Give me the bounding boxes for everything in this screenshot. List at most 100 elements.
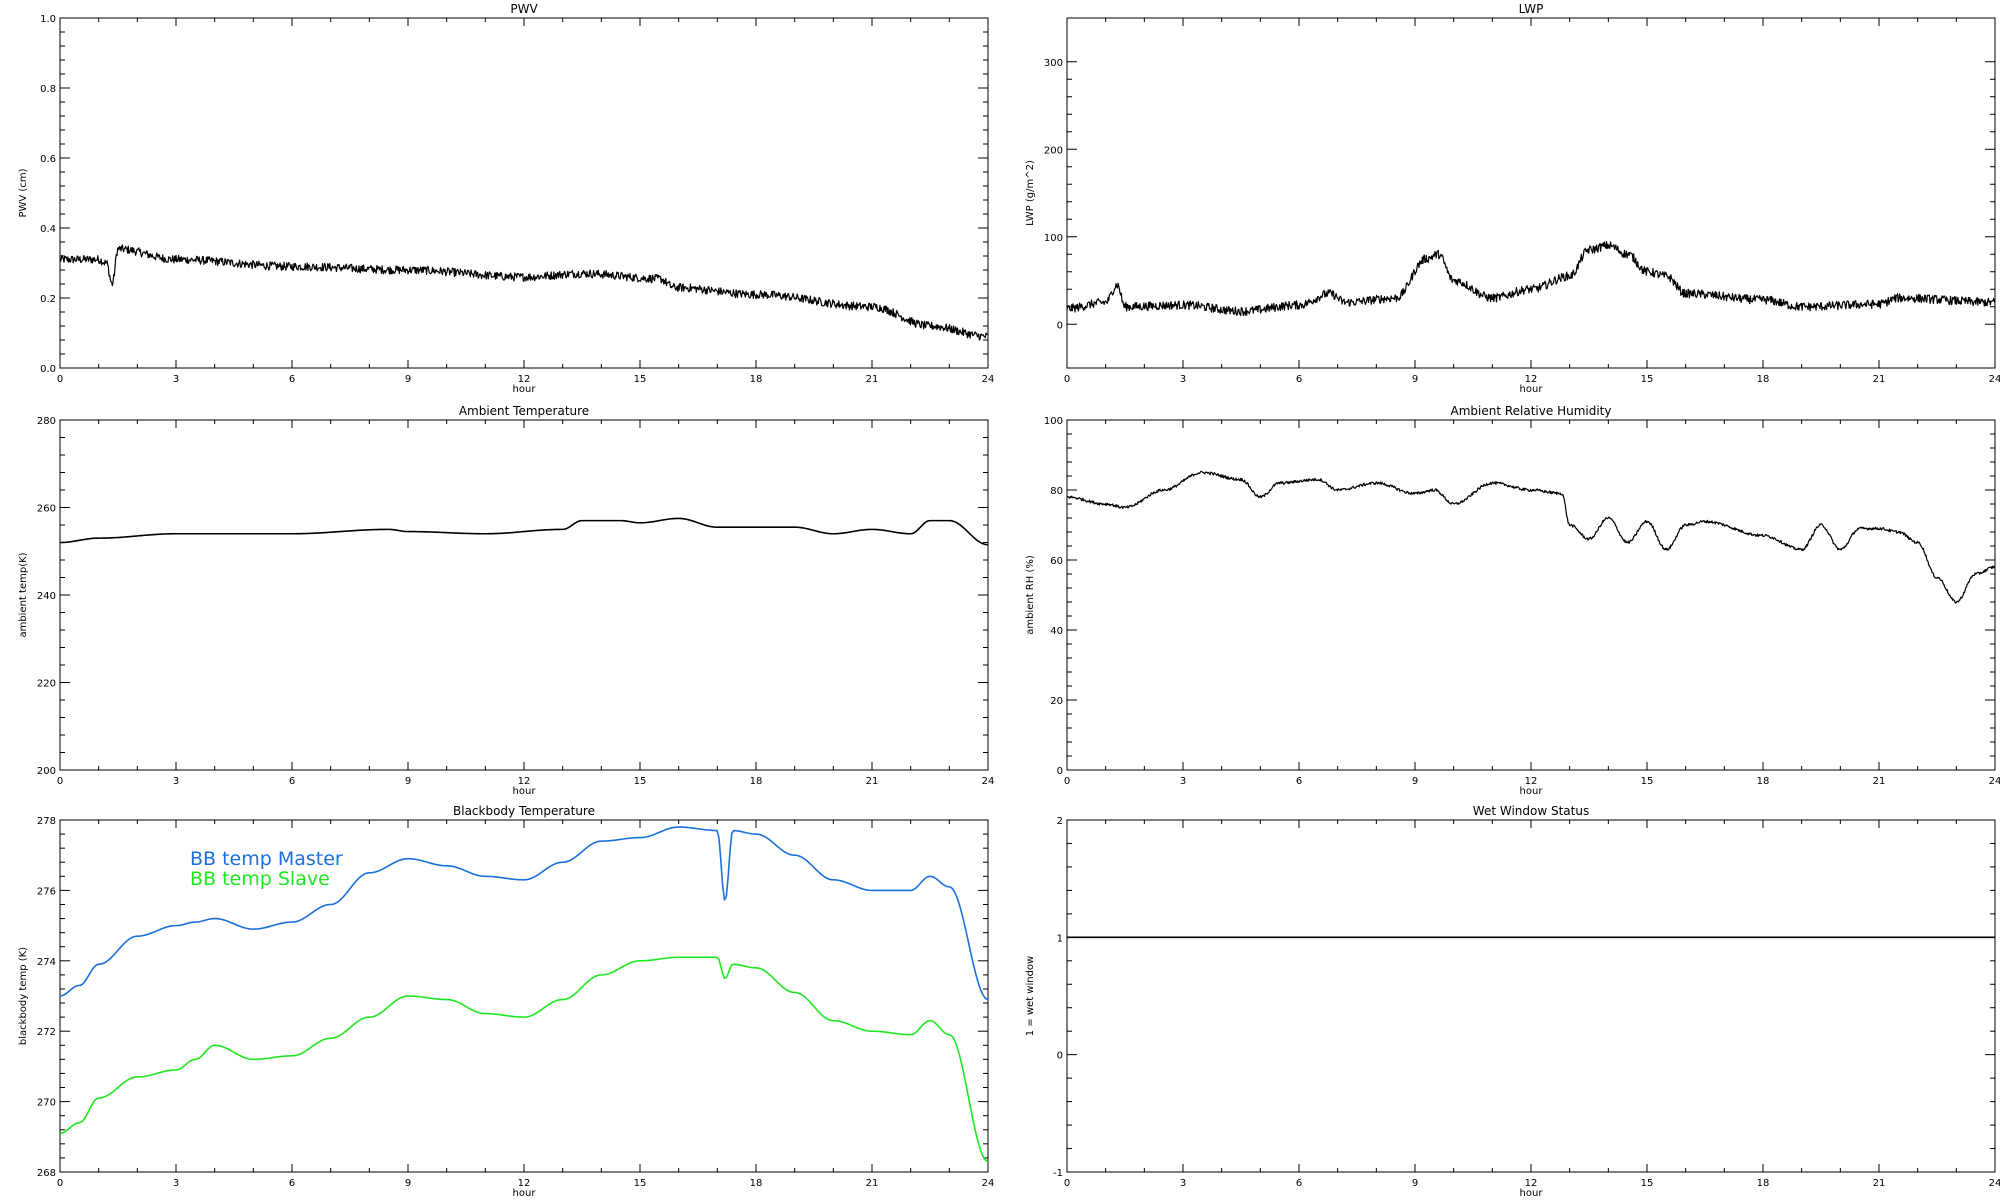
- chart-title: Wet Window Status: [1473, 804, 1589, 818]
- x-tick-label: 12: [518, 374, 531, 385]
- y-tick-label: 1: [1057, 933, 1063, 944]
- x-tick-label: 0: [1064, 374, 1070, 385]
- y-axis-label: ambient temp(K): [18, 552, 29, 637]
- x-tick-label: 9: [1412, 1178, 1418, 1189]
- x-tick-label: 18: [1757, 374, 1770, 385]
- x-tick-label: 15: [634, 1178, 647, 1189]
- series-group: [1067, 240, 1995, 317]
- x-tick-label: 9: [1412, 374, 1418, 385]
- x-tick-label: 18: [750, 776, 763, 787]
- chart-rh: Ambient Relative Humidity 0 3 6 9 12 15 18 21 24 h…: [1025, 404, 2000, 797]
- y-tick-label: 260: [37, 504, 56, 515]
- y-tick-label: 240: [37, 591, 56, 602]
- x-tick-label: 15: [634, 776, 647, 787]
- x-tick-label: 6: [1296, 776, 1302, 787]
- y-tick-label: 0.4: [40, 224, 56, 235]
- x-tick-label: 12: [1525, 776, 1538, 787]
- x-tick-label: 0: [57, 776, 63, 787]
- y-tick-label: 0: [1057, 766, 1063, 777]
- chart-title: LWP: [1519, 2, 1544, 16]
- x-tick-label: 0: [1064, 776, 1070, 787]
- x-tick-label: 21: [1873, 1178, 1886, 1189]
- x-tick-label: 6: [1296, 374, 1302, 385]
- x-tick-label: 18: [750, 1178, 763, 1189]
- x-axis-label: hour: [513, 384, 537, 395]
- y-axis-label: blackbody temp (K): [18, 947, 29, 1045]
- y-tick-label: 20: [1050, 696, 1063, 707]
- y-tick-label: 200: [37, 766, 56, 777]
- x-tick-label: 24: [1989, 374, 2000, 385]
- x-tick-label: 15: [634, 374, 647, 385]
- legend-entry: BB temp Slave: [190, 868, 330, 890]
- x-tick-label: 12: [1525, 374, 1538, 385]
- x-tick-label: 6: [289, 1178, 295, 1189]
- x-axis-label: hour: [513, 786, 537, 797]
- y-axis-label: ambient RH (%): [1025, 555, 1036, 635]
- chart-lwp: LWP 0 3 6 9 12 15 18 21 24 hour 0 100 200 300 LWP (g/m^…: [1025, 2, 2000, 395]
- x-tick-label: 21: [1873, 374, 1886, 385]
- x-tick-label: 18: [1757, 1178, 1770, 1189]
- x-axis-label: hour: [1520, 384, 1544, 395]
- y-tick-label: 270: [37, 1098, 56, 1109]
- x-tick-label: 18: [750, 374, 763, 385]
- plot-frame: [1066, 17, 1996, 369]
- series-line-1: [60, 956, 988, 1163]
- y-tick-label: 0.0: [40, 364, 56, 375]
- chart-pwv: PWV 0 3 6 9 12 15 18 21 24 hour 0.0 0.2 0.4 0.6 0.8 1.0 P…: [18, 2, 994, 395]
- x-tick-label: 24: [982, 1178, 995, 1189]
- chart-bb: Blackbody Temperature 0 3 6 9 12 15 18 21 24 hour 2…: [18, 804, 994, 1199]
- x-tick-label: 21: [866, 1178, 879, 1189]
- series-line-0: [1067, 470, 1995, 604]
- y-tick-label: 0: [1057, 1051, 1063, 1062]
- x-tick-label: 6: [1296, 1178, 1302, 1189]
- series-group: [60, 826, 988, 1163]
- y-tick-label: 40: [1050, 626, 1063, 637]
- plot-frame: [1066, 819, 1996, 1173]
- chart-title: Blackbody Temperature: [453, 804, 595, 818]
- x-tick-label: 0: [57, 374, 63, 385]
- y-tick-label: 0.8: [40, 84, 56, 95]
- y-tick-label: 272: [37, 1027, 56, 1038]
- y-tick-label: 220: [37, 679, 56, 690]
- x-tick-label: 3: [1180, 776, 1186, 787]
- y-tick-label: 278: [37, 816, 56, 827]
- x-tick-label: 3: [173, 1178, 179, 1189]
- x-tick-label: 3: [173, 374, 179, 385]
- y-tick-label: -1: [1053, 1168, 1063, 1179]
- x-tick-label: 24: [982, 776, 995, 787]
- series-line-0: [60, 826, 988, 1001]
- series-line-0: [60, 244, 988, 341]
- y-tick-label: 0.2: [40, 294, 56, 305]
- y-tick-label: 2: [1057, 816, 1063, 827]
- x-tick-label: 21: [866, 776, 879, 787]
- x-tick-label: 21: [866, 374, 879, 385]
- y-tick-label: 274: [37, 957, 56, 968]
- series-line-0: [60, 517, 988, 546]
- y-tick-label: 276: [37, 886, 56, 897]
- x-tick-label: 9: [405, 1178, 411, 1189]
- x-tick-label: 24: [1989, 776, 2000, 787]
- y-axis-label: PWV (cm): [18, 168, 29, 217]
- x-tick-label: 24: [1989, 1178, 2000, 1189]
- x-tick-label: 3: [173, 776, 179, 787]
- y-tick-label: 0.6: [40, 154, 56, 165]
- x-tick-label: 6: [289, 776, 295, 787]
- series-group: [1067, 470, 1995, 604]
- x-tick-label: 15: [1641, 776, 1654, 787]
- plot-frame: [59, 17, 989, 369]
- chart-title: Ambient Relative Humidity: [1451, 404, 1612, 418]
- x-tick-label: 9: [1412, 776, 1418, 787]
- x-tick-label: 18: [1757, 776, 1770, 787]
- y-tick-label: 60: [1050, 556, 1063, 567]
- y-tick-label: 200: [1044, 145, 1063, 156]
- y-tick-label: 300: [1044, 58, 1063, 69]
- y-axis-label: LWP (g/m^2): [1025, 160, 1036, 226]
- x-tick-label: 6: [289, 374, 295, 385]
- y-tick-label: 100: [1044, 233, 1063, 244]
- chart-title: Ambient Temperature: [459, 404, 589, 418]
- x-tick-label: 24: [982, 374, 995, 385]
- x-tick-label: 3: [1180, 374, 1186, 385]
- series-line-0: [1067, 240, 1995, 317]
